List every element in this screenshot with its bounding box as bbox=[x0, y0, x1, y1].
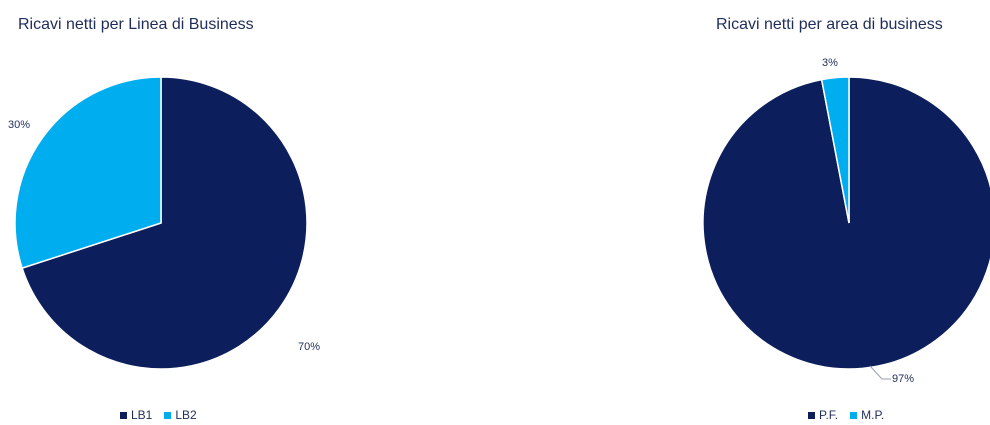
chart2-legend-item-mp: M.P. bbox=[850, 408, 884, 422]
legend-label: LB2 bbox=[175, 408, 197, 422]
chart2-slice-label-mp: 3% bbox=[822, 57, 838, 69]
legend-label: P.F. bbox=[819, 408, 839, 422]
chart1-legend: LB1 LB2 bbox=[120, 408, 197, 422]
chart1-slice-label-lb1: 70% bbox=[298, 341, 321, 353]
chart2-leader-line bbox=[869, 365, 891, 380]
legend-swatch bbox=[808, 411, 815, 419]
legend-label: LB1 bbox=[131, 408, 153, 422]
legend-label: M.P. bbox=[861, 408, 885, 422]
chart2-slice-label-pf: 97% bbox=[892, 373, 915, 385]
chart2-legend: P.F. M.P. bbox=[808, 408, 884, 422]
chart2-title: Ricavi netti per area di business bbox=[716, 16, 943, 33]
chart1-legend-item-lb2: LB2 bbox=[164, 408, 197, 422]
chart1-slice-lb2 bbox=[14, 76, 162, 270]
legend-swatch bbox=[850, 411, 858, 419]
legend-swatch bbox=[164, 411, 172, 419]
chart1-slice-lb1 bbox=[21, 76, 308, 370]
chart2-slice-mp bbox=[820, 76, 850, 224]
legend-swatch bbox=[120, 411, 127, 419]
chart1-slice-label-lb2: 30% bbox=[8, 119, 31, 131]
chart2-slice-pf bbox=[702, 76, 990, 370]
chart2-legend-item-pf: P.F. bbox=[808, 408, 838, 422]
chart1-legend-item-lb1: LB1 bbox=[120, 408, 152, 422]
chart1-title: Ricavi netti per Linea di Business bbox=[18, 16, 254, 33]
